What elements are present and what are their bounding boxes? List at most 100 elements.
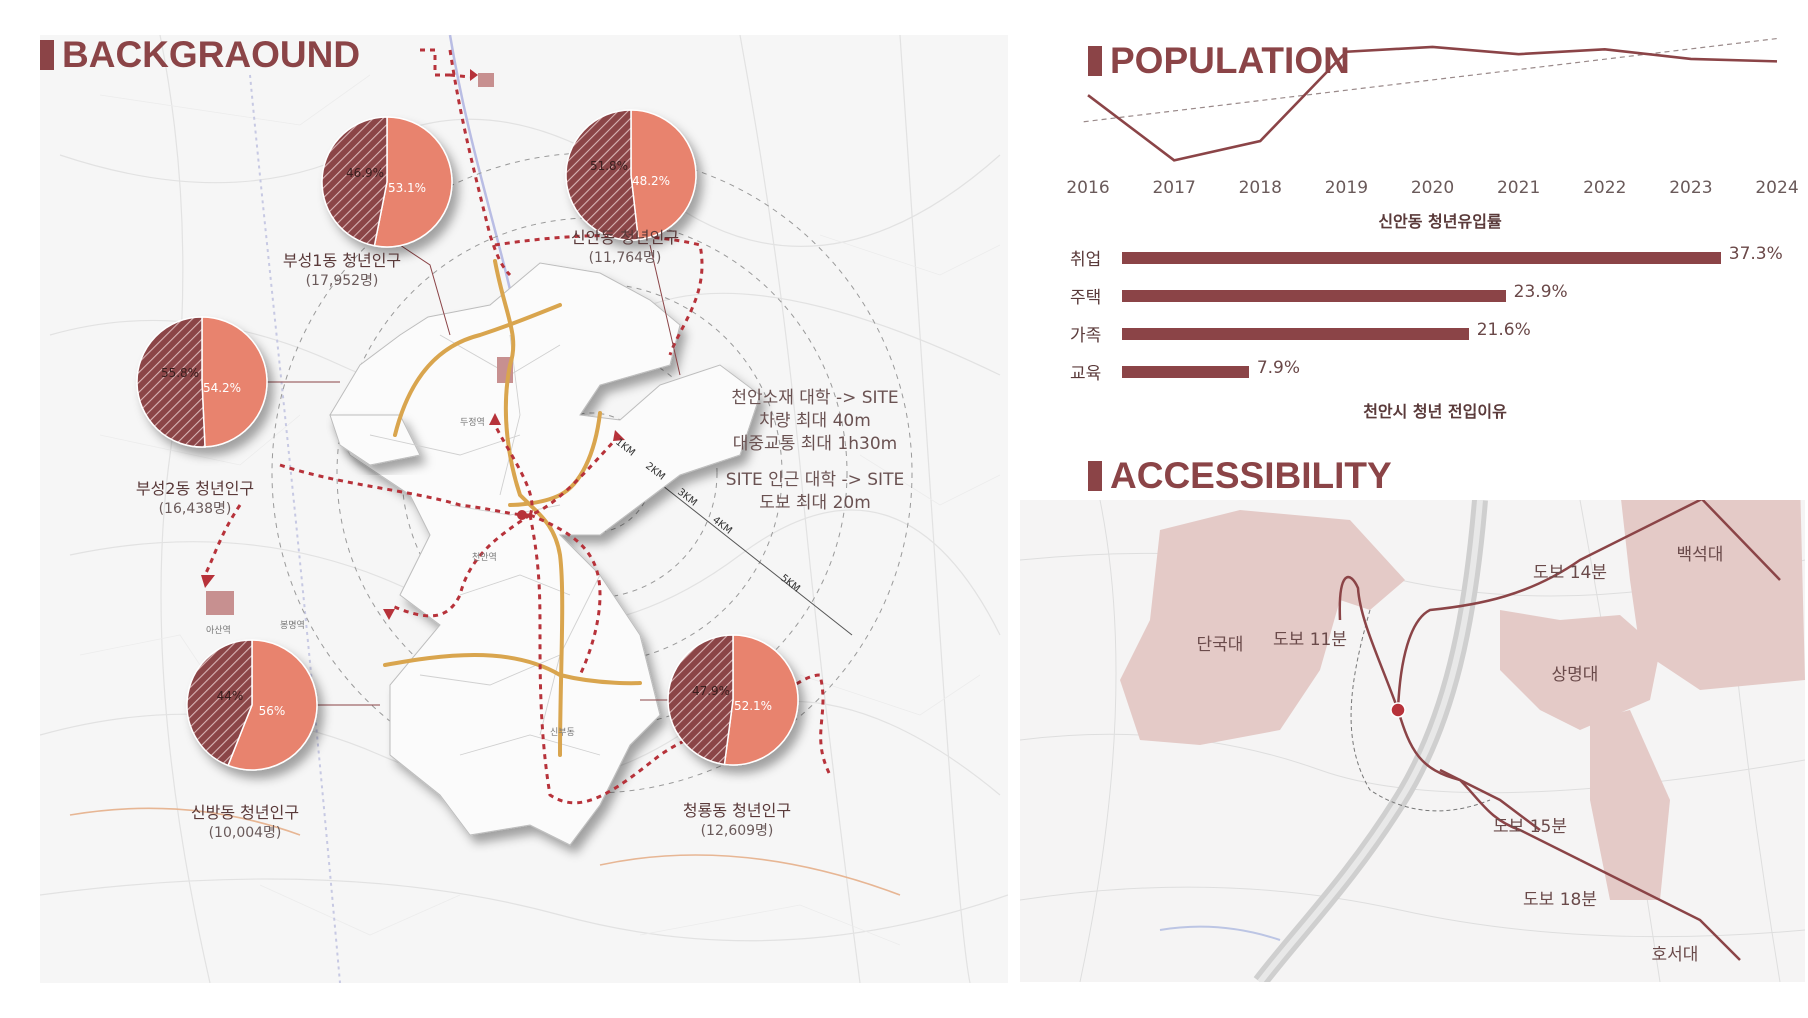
pie-caption-busung2: 부성2동 청년인구 (16,438명) — [120, 478, 270, 520]
pie-slice-solid — [630, 109, 697, 241]
bar-chart-caption: 천안시 청년 전입이유 — [1363, 402, 1507, 421]
bar-가족 — [1122, 328, 1469, 340]
note-line: 도보 최대 20m — [759, 493, 871, 513]
walk-time-label: 도보 15분 — [1493, 817, 1567, 837]
pie-slice-solid — [201, 316, 268, 448]
bar-category-label: 가족 — [1070, 326, 1102, 346]
pie-slice-hatched — [321, 116, 388, 247]
place-label: 천안역 — [472, 552, 497, 563]
campus-baekseok — [1621, 500, 1805, 690]
pie-sinan — [565, 109, 697, 241]
bar-value-label: 23.9% — [1513, 282, 1568, 302]
note-line: 천안소재 대학 -> SITE — [731, 388, 899, 408]
pie-caption-busung1: 부성1동 청년인구 (17,952명) — [267, 250, 417, 292]
site-marker — [517, 510, 527, 520]
campus-dankook — [1120, 510, 1405, 745]
place-label: 아산역 — [206, 625, 231, 636]
walk-time-label: 도보 18분 — [1523, 890, 1597, 910]
district-name: 신안동 청년인구 — [570, 228, 680, 247]
x-tick-label: 2016 — [1066, 178, 1110, 198]
heading-marker — [1088, 46, 1102, 76]
pie-cheongryong — [667, 634, 799, 766]
pie-slice-solid — [723, 634, 799, 766]
district-count: (17,952명) — [305, 273, 379, 289]
bar-value-label: 21.6% — [1476, 320, 1531, 340]
bar-category-label: 취업 — [1070, 250, 1102, 270]
campus-sangmyung — [1500, 610, 1660, 730]
pie-value-hatched: 51.8% — [590, 159, 628, 173]
background-map: 1KM 2KM 3KM 4KM 5KM 두정역 천안역 신부동 봉명역 아산역 53.1% 46.… — [40, 35, 1008, 983]
x-tick-label: 2024 — [1755, 178, 1799, 198]
pie-sinbang — [186, 639, 318, 771]
travel-note-cheonan: 천안소재 대학 -> SITE 차량 최대 40m 대중교통 최대 1h30m — [710, 387, 920, 456]
site-point — [1390, 702, 1406, 718]
accessibility-map: 단국대 백석대 상명대 호서대 도보 11분 도보 14분 도보 15분 도보 18분 — [1020, 500, 1805, 982]
pie-value-solid: 52.1% — [734, 699, 772, 713]
pie-value-solid: 54.2% — [203, 381, 241, 395]
note-line: 대중교통 최대 1h30m — [732, 434, 898, 454]
place-label: 두정역 — [460, 417, 485, 428]
x-tick-label: 2019 — [1324, 178, 1369, 198]
note-line: 차량 최대 40m — [759, 411, 871, 431]
campus-areas — [1120, 500, 1805, 900]
district-pies: 53.1% 46.9% 48.2% 51.8% 54.2% 55.8% 56% 44% 52.1… — [136, 109, 799, 771]
bar-취업 — [1122, 252, 1721, 264]
pie-busung1 — [321, 116, 453, 248]
bar-category-label: 주택 — [1070, 288, 1102, 308]
pie-value-hatched: 55.8% — [161, 366, 199, 380]
x-tick-label: 2020 — [1410, 178, 1455, 198]
heading-text: POPULATION — [1110, 40, 1350, 81]
pie-slice-solid — [227, 639, 318, 771]
walk-time-label: 도보 14분 — [1533, 563, 1607, 583]
pie-value-solid: 48.2% — [632, 174, 670, 188]
heading-text: ACCESSIBILITY — [1110, 455, 1392, 496]
x-tick-label: 2021 — [1496, 178, 1541, 198]
heading-marker — [40, 40, 54, 70]
inflow-series-line — [1087, 45, 1778, 162]
pie-value-solid: 56% — [259, 704, 286, 718]
heading-text: BACKGRAOUND — [62, 34, 361, 75]
ring-label: 5KM — [778, 573, 802, 595]
x-tick-label: 2023 — [1669, 178, 1713, 198]
x-tick-label: 2022 — [1583, 178, 1627, 198]
heading-marker — [1088, 461, 1102, 491]
pie-busung2 — [136, 316, 268, 448]
bar-교육 — [1122, 366, 1249, 378]
walk-routes — [1338, 500, 1781, 961]
ring-label: 4KM — [710, 515, 734, 537]
line-chart-caption: 신안동 청년유입률 — [1378, 212, 1502, 231]
bar-category-label: 교육 — [1070, 364, 1102, 384]
pie-slice-hatched — [186, 639, 253, 767]
bar-value-label: 37.3% — [1728, 244, 1783, 264]
pie-slice-hatched — [667, 634, 734, 766]
pie-slice-solid — [373, 116, 453, 248]
district-count: (11,764명) — [588, 250, 662, 266]
district-name: 부성1동 청년인구 — [282, 251, 402, 270]
district-count: (16,438명) — [158, 501, 232, 517]
accessibility-heading: ACCESSIBILITY — [1088, 455, 1392, 497]
pie-caption-sinbang: 신방동 청년인구 (10,004명) — [170, 802, 320, 844]
pie-value-solid: 53.1% — [388, 181, 426, 195]
university-label: 백석대 — [1677, 545, 1724, 565]
x-tick-label: 2018 — [1238, 178, 1282, 198]
pie-value-hatched: 44% — [217, 689, 244, 703]
bar-value-label: 7.9% — [1256, 358, 1301, 378]
campus-hoseo — [1590, 710, 1670, 900]
district-name: 청룡동 청년인구 — [682, 801, 792, 820]
university-label: 단국대 — [1197, 635, 1244, 655]
district-count: (10,004명) — [208, 825, 282, 841]
population-line-chart — [1083, 37, 1781, 162]
place-label: 신부동 — [550, 727, 575, 738]
place-label: 봉명역 — [280, 620, 305, 631]
pie-slice-hatched — [136, 316, 206, 448]
pie-value-hatched: 46.9% — [346, 166, 384, 180]
district-count: (12,609명) — [700, 823, 774, 839]
pie-slice-hatched — [565, 109, 640, 241]
note-line: SITE 인근 대학 -> SITE — [725, 470, 905, 490]
pie-caption-cheongryong: 청룡동 청년인구 (12,609명) — [662, 800, 812, 842]
pie-caption-sinan: 신안동 청년인구 (11,764명) — [550, 227, 700, 269]
